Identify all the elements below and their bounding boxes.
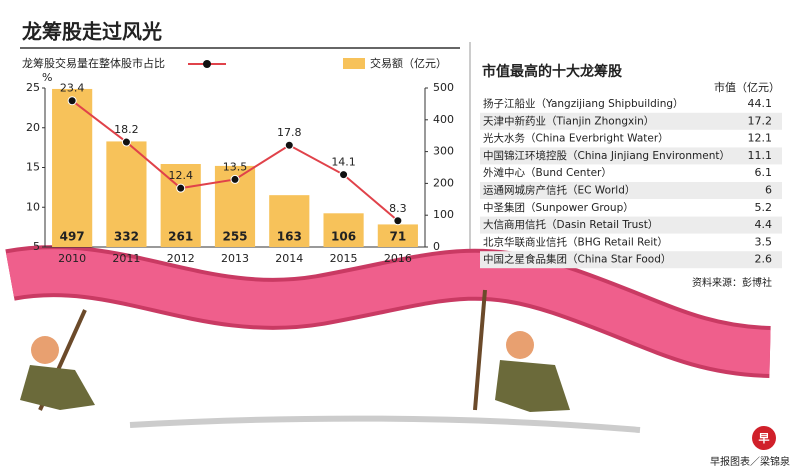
x-tick-label: 2011 [112,252,140,265]
dancer-body [495,360,570,412]
x-tick-label: 2014 [275,252,303,265]
line-point [284,140,294,150]
line-point [339,170,349,180]
y2-tick-label: 400 [433,113,454,126]
point-label: 14.1 [331,156,356,169]
row-value: 6.1 [755,166,773,179]
row-band [480,251,782,269]
row-value: 44.1 [748,97,773,110]
dragon-body [6,249,771,374]
dancer-body [20,365,95,410]
bar-label: 261 [168,230,193,244]
row-value: 3.5 [755,235,773,248]
bar-label: 106 [331,230,356,244]
bar [269,195,310,247]
row-name: 中国锦江环境控股（China Jinjiang Environment） [483,149,730,162]
row-band [480,147,782,165]
point-label: 18.2 [114,123,139,136]
logo-text: 早 [759,432,770,445]
legend-label: 交易额（亿元） [370,56,447,70]
row-value: 6 [765,184,772,197]
bar-label: 71 [390,230,407,244]
row-value: 17.2 [748,114,773,127]
line-point [121,137,131,147]
y-tick-label: 15 [26,161,40,174]
point-label: 17.8 [277,126,302,139]
point-label: 8.3 [389,202,407,215]
y-tick-label: 5 [33,240,40,253]
point-label: 23.4 [60,82,85,95]
bar-label: 497 [60,230,85,244]
row-name: 外滩中心（Bund Center） [483,166,612,179]
row-value: 11.1 [748,149,773,162]
legend-swatch [343,58,365,69]
row-band [480,216,782,234]
pole [473,289,487,411]
bar [323,213,364,247]
y-tick-label: 25 [26,81,40,94]
point-label: 12.4 [168,169,193,182]
bar [52,88,93,247]
bar-label: 163 [277,230,302,244]
ground [129,415,641,433]
row-name: 天津中新药业（Tianjin Zhongxin） [483,114,654,127]
y-tick-label: 20 [26,121,40,134]
x-tick-label: 2013 [221,252,249,265]
table-source: 资料来源：彭博社 [692,276,772,289]
dancer-head [31,336,59,364]
point-label: 13.5 [223,160,248,173]
row-value: 5.2 [755,201,773,214]
row-name: 运通网城房产信托（EC World） [483,184,635,197]
y2-tick-label: 100 [433,208,454,221]
y-tick-label: 10 [26,200,40,213]
row-value: 2.6 [755,253,773,266]
row-name: 大信商用信托（Dasin Retail Trust） [483,218,658,231]
row-band [480,182,782,199]
bar [377,224,418,247]
table-title: 市值最高的十大龙筹股 [482,63,623,80]
legend-marker [203,60,211,68]
page-title: 龙筹股走过风光 [22,20,162,44]
credit: 早报图表／梁锦泉 [710,455,790,468]
row-name: 北京华联商业信托（BHG Retail Reit） [483,235,668,248]
row-name: 中圣集团（Sunpower Group） [483,201,634,214]
y-axis-label: % [42,71,52,84]
logo [752,426,776,450]
line-point [393,216,403,226]
row-name: 中国之星食品集团（China Star Food） [483,253,671,266]
y2-tick-label: 500 [433,81,454,94]
line-point [230,174,240,184]
line-point [67,96,77,106]
legend-label: 龙筹股交易量在整体股市占比 [22,56,165,70]
row-name: 扬子江船业（Yangzijiang Shipbuilding） [483,97,684,110]
x-tick-label: 2012 [167,252,195,265]
row-value: 12.1 [748,132,773,145]
row-name: 光大水务（China Everbright Water） [483,132,669,145]
dragon-illustration [5,245,772,433]
bar [106,141,147,247]
y2-tick-label: 200 [433,176,454,189]
bar-label: 332 [114,230,139,244]
bar-label: 255 [222,230,247,244]
y2-tick-label: 0 [433,240,440,253]
table-header: 市值（亿元） [714,80,780,94]
row-band [480,112,782,130]
y2-tick-label: 300 [433,145,454,158]
row-value: 4.4 [755,218,773,231]
dancer-head [506,331,534,359]
x-tick-label: 2010 [58,252,86,265]
x-tick-label: 2016 [384,252,412,265]
line-point [176,183,186,193]
x-tick-label: 2015 [330,252,358,265]
